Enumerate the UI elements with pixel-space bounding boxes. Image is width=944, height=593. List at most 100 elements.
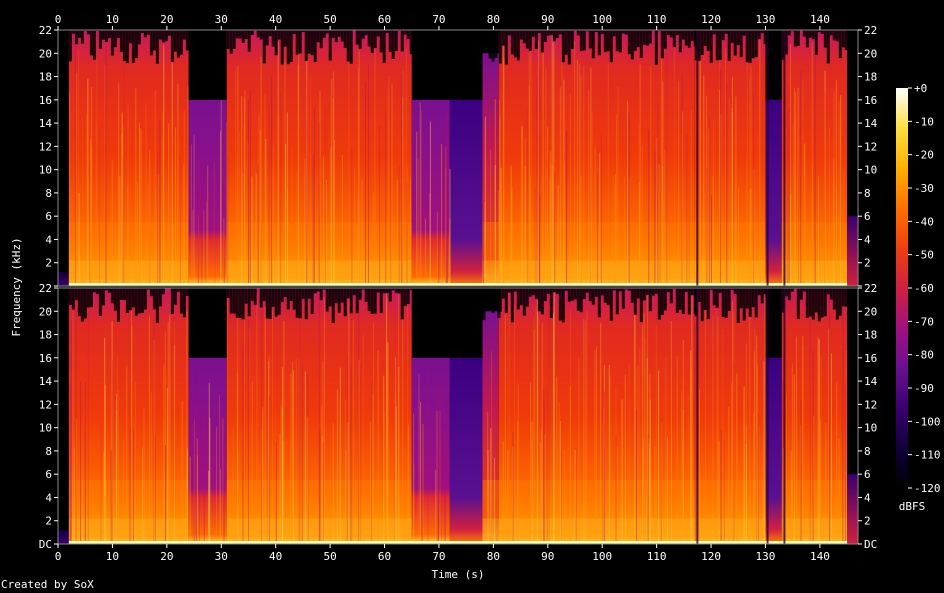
ragged-edge xyxy=(645,30,649,46)
texture-streak xyxy=(163,44,165,287)
ragged-edge xyxy=(724,288,728,318)
texture-streak xyxy=(261,429,263,544)
ragged-edge xyxy=(268,30,272,37)
ragged-edge xyxy=(349,30,353,64)
ragged-edge xyxy=(238,288,242,318)
footer-credit: Created by SoX xyxy=(1,578,94,591)
texture-streak xyxy=(785,393,787,544)
ragged-edge xyxy=(781,30,785,60)
texture-streak xyxy=(104,337,106,544)
x-tick-label: 10 xyxy=(106,13,119,26)
ragged-edge xyxy=(107,30,111,39)
ragged-edge xyxy=(173,288,177,305)
ragged-edge xyxy=(582,288,586,300)
texture-streak xyxy=(237,452,239,544)
ragged-edge xyxy=(510,288,514,323)
texture-streak xyxy=(628,112,630,286)
texture-streak xyxy=(817,337,819,544)
texture-streak xyxy=(745,444,747,544)
texture-streak xyxy=(390,85,392,286)
x-tick-label: 140 xyxy=(810,550,830,563)
ragged-edge xyxy=(80,288,84,322)
ragged-edge xyxy=(501,30,505,46)
texture-streak xyxy=(634,302,636,544)
ragged-edge xyxy=(173,30,177,52)
ragged-edge xyxy=(787,288,791,301)
texture-streak xyxy=(306,416,308,544)
ragged-edge xyxy=(501,288,505,299)
y-tick-label: 10 xyxy=(864,164,877,177)
ragged-edge xyxy=(796,30,800,46)
texture-streak xyxy=(591,111,593,286)
ragged-edge xyxy=(119,30,123,52)
ragged-edge xyxy=(624,30,628,35)
texture-streak xyxy=(379,126,381,286)
ragged-edge xyxy=(525,30,529,49)
low-band xyxy=(694,480,766,541)
texture-streak xyxy=(196,455,198,544)
x-tick-label: 100 xyxy=(592,550,612,563)
texture-streak xyxy=(69,382,71,544)
texture-streak xyxy=(731,107,733,286)
texture-streak xyxy=(503,58,505,286)
ragged-edge xyxy=(660,288,664,315)
texture-streak xyxy=(157,152,159,286)
texture-streak xyxy=(209,417,211,544)
texture-streak xyxy=(690,110,692,286)
texture-streak xyxy=(360,364,362,544)
texture-streak xyxy=(521,126,523,287)
texture-streak xyxy=(216,427,217,544)
x-tick-label: 110 xyxy=(647,13,667,26)
low-band xyxy=(68,480,189,541)
texture-streak xyxy=(446,115,448,286)
ragged-edge xyxy=(639,30,643,58)
texture-streak xyxy=(361,179,363,286)
ragged-edge xyxy=(519,288,523,306)
ragged-edge xyxy=(639,288,643,323)
texture-streak xyxy=(788,108,790,286)
ragged-edge xyxy=(295,288,299,318)
texture-streak xyxy=(537,315,539,544)
ragged-edge xyxy=(80,30,84,44)
texture-streak xyxy=(372,394,374,544)
texture-streak xyxy=(425,218,426,286)
segment-band xyxy=(498,288,695,544)
ragged-edge xyxy=(498,30,502,64)
texture-streak xyxy=(413,413,415,544)
ragged-edge xyxy=(334,288,338,304)
texture-streak xyxy=(487,412,489,544)
ragged-edge xyxy=(379,30,383,53)
x-tick-label: 40 xyxy=(269,550,282,563)
ragged-edge xyxy=(537,288,541,312)
texture-streak xyxy=(435,469,437,544)
texture-streak xyxy=(529,176,531,286)
texture-streak xyxy=(743,386,745,544)
texture-streak xyxy=(223,218,225,286)
ragged-edge xyxy=(555,30,559,38)
texture-streak xyxy=(76,73,78,286)
texture-streak xyxy=(811,166,813,286)
ragged-edge xyxy=(663,30,667,49)
texture-streak xyxy=(121,133,123,286)
texture-streak xyxy=(445,123,447,286)
ragged-edge xyxy=(552,288,556,293)
y-tick-label: 18 xyxy=(39,71,52,84)
texture-streak xyxy=(494,99,496,286)
texture-streak xyxy=(407,295,409,544)
y-tick-label: 22 xyxy=(864,282,877,295)
texture-streak xyxy=(657,103,659,286)
ragged-edge xyxy=(340,288,344,303)
ragged-edge xyxy=(814,30,818,55)
ragged-edge xyxy=(615,30,619,52)
texture-streak xyxy=(563,79,565,286)
ragged-edge xyxy=(651,288,655,296)
ragged-edge xyxy=(504,288,508,313)
texture-streak xyxy=(136,182,138,286)
texture-streak xyxy=(790,44,791,286)
texture-streak xyxy=(646,289,648,544)
texture-streak xyxy=(521,122,523,286)
texture-streak xyxy=(249,90,251,287)
colorbar: +0 -10 -20 -30 -40 -50 -60 -70 -80 -90 -100 -110 -12… xyxy=(896,82,941,513)
texture-streak xyxy=(551,32,553,287)
texture-streak xyxy=(402,70,404,286)
